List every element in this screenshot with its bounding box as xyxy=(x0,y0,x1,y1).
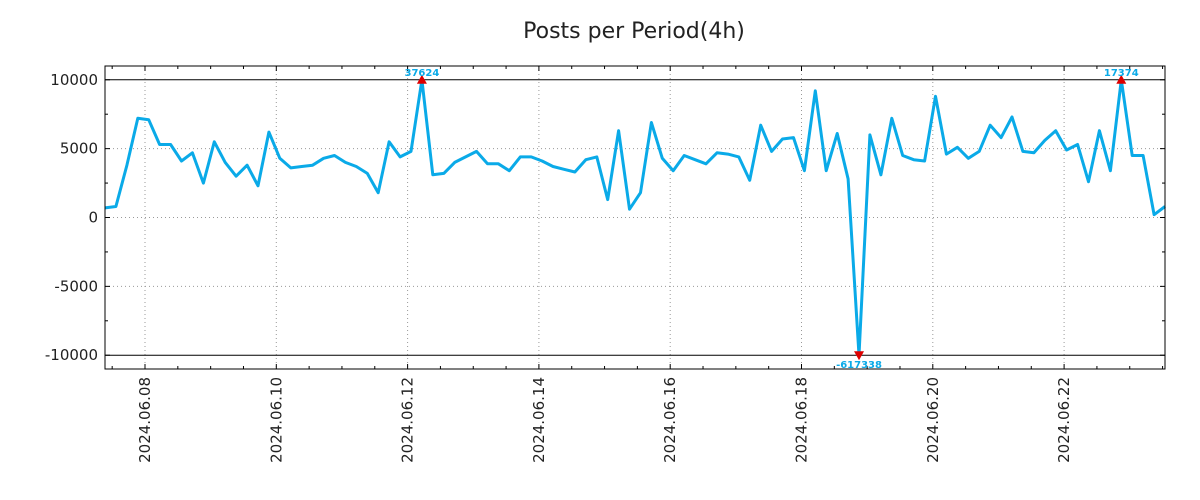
x-tick-label: 2024.06.08 xyxy=(136,377,154,463)
x-tick-label: 2024.06.18 xyxy=(793,377,811,463)
x-tick-label: 2024.06.20 xyxy=(924,377,942,463)
annotation-label: -617338 xyxy=(836,360,882,371)
annotation-label: 37624 xyxy=(405,68,440,79)
annotation-marker xyxy=(1116,74,1127,84)
y-tick-label: -10000 xyxy=(45,346,98,364)
x-tick-label: 2024.06.22 xyxy=(1055,377,1073,463)
x-tick-label: 2024.06.14 xyxy=(530,377,548,463)
annotations: 37624 -617338 17374 xyxy=(405,68,1139,371)
annotation-marker xyxy=(416,74,427,84)
ticks xyxy=(105,66,1165,369)
annotation-label: 17374 xyxy=(1104,68,1139,79)
annotation-marker xyxy=(854,351,865,361)
y-tick-label: -5000 xyxy=(54,277,98,295)
x-tick-label: 2024.06.12 xyxy=(399,377,417,463)
x-tick-label: 2024.06.16 xyxy=(661,377,679,463)
reference-lines xyxy=(105,79,1165,356)
chart-title: Posts per Period(4h) xyxy=(523,19,745,44)
x-axis-labels: 2024.06.08 2024.06.10 2024.06.12 2024.06.14… xyxy=(136,377,1073,463)
y-tick-label: 0 xyxy=(88,209,98,227)
plot-frame xyxy=(104,65,1166,370)
series-line xyxy=(104,78,1166,357)
series-layer xyxy=(104,78,1166,357)
y-axis-labels: 10000 5000 0 -5000 -10000 xyxy=(45,71,98,364)
x-tick-label: 2024.06.10 xyxy=(267,377,285,463)
y-tick-label: 10000 xyxy=(50,71,98,89)
grid xyxy=(105,66,1165,369)
y-tick-label: 5000 xyxy=(60,140,98,158)
